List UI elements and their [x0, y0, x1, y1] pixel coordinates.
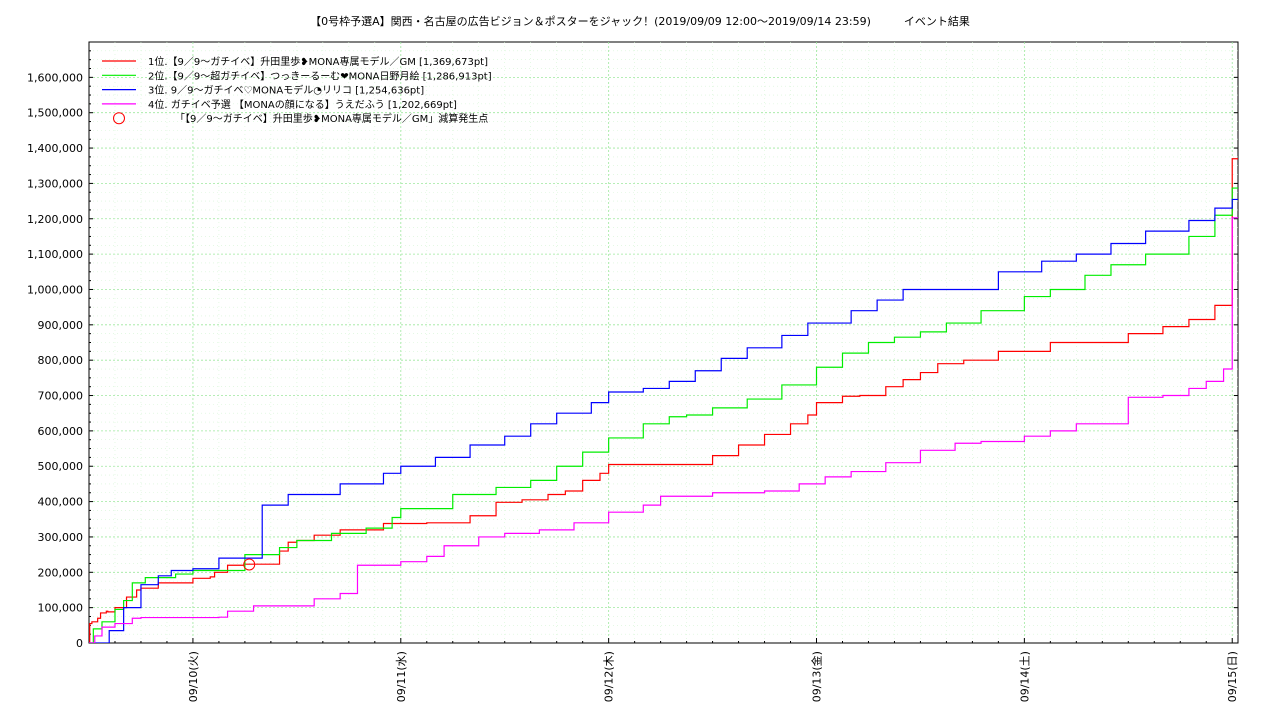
legend-entry-label: 2位.【9／9～超ガチイベ】つっきーるーむ❤MONA日野月絵 [1,286,91… — [148, 69, 492, 82]
y-tick-label: 1,200,000 — [27, 213, 83, 226]
y-tick-label: 1,000,000 — [27, 283, 83, 296]
y-tick-label: 100,000 — [38, 602, 84, 615]
x-tick-label: 09/12(木) — [603, 651, 616, 702]
y-tick-label: 300,000 — [38, 531, 84, 544]
legend-marker-swatch — [113, 112, 125, 125]
y-tick-label: 1,500,000 — [27, 107, 83, 120]
legend-marker-label: 「【9／9～ガチイベ】升田里歩❥MONA専属モデル／GM」減算発生点 — [175, 112, 488, 125]
y-tick-label: 400,000 — [38, 496, 84, 509]
y-tick-label: 1,400,000 — [27, 142, 83, 155]
y-tick-label: 0 — [76, 637, 83, 650]
y-tick-label: 600,000 — [38, 425, 84, 438]
y-tick-label: 800,000 — [38, 354, 84, 367]
chart-title: 【0号枠予選A】関西・名古屋の広告ビジョン＆ポスターをジャック！(2019/09… — [310, 15, 970, 28]
y-tick-label: 900,000 — [38, 319, 84, 332]
series-line-3rd — [89, 198, 1238, 643]
y-tick-label: 1,100,000 — [27, 248, 83, 261]
x-tick-label: 09/15(日) — [1226, 651, 1239, 702]
legend-entry-label: 1位.【9／9～ガチイベ】升田里歩❥MONA専属モデル／GM [1,369,67… — [148, 55, 488, 68]
y-tick-label: 1,300,000 — [27, 177, 83, 190]
x-tick-label: 09/10(火) — [187, 651, 200, 702]
series-line-4th — [89, 217, 1238, 643]
series-line-1st — [89, 158, 1238, 643]
series-line-2nd — [89, 187, 1238, 643]
x-tick-label: 09/11(水) — [395, 651, 408, 702]
y-tick-label: 1,600,000 — [27, 71, 83, 84]
plot-frame — [88, 41, 1239, 644]
x-tick-label: 09/14(土) — [1018, 651, 1031, 702]
y-tick-label: 200,000 — [38, 566, 84, 579]
y-tick-label: 500,000 — [38, 460, 84, 473]
x-tick-label: 09/13(金) — [810, 651, 824, 702]
y-tick-label: 700,000 — [38, 390, 84, 403]
deduction-point-marker — [243, 558, 256, 571]
legend-entry-label: 4位. ガチイベ予選 【MONAの顔になる】うえだふう [1,202,669pt… — [148, 98, 457, 111]
legend-entry-label: 3位. 9／9～ガチイベ♡MONAモデル◔リリコ [1,254,636pt] — [148, 84, 424, 97]
